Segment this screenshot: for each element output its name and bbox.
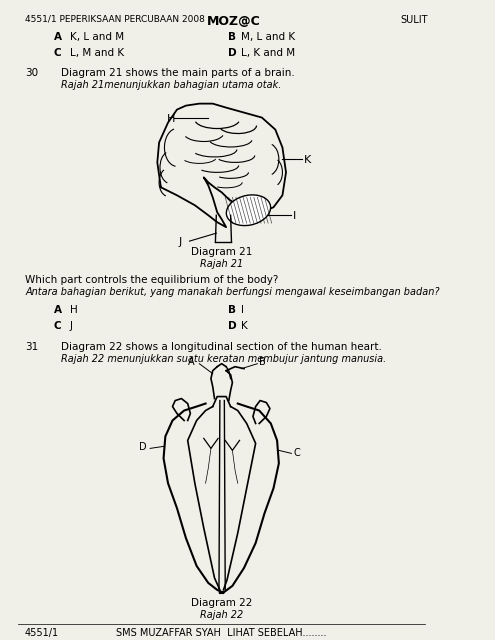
Text: 4551/1 PEPERIKSAAN PERCUBAAN 2008: 4551/1 PEPERIKSAAN PERCUBAAN 2008 bbox=[25, 15, 205, 24]
Text: B: B bbox=[228, 305, 236, 315]
Text: 30: 30 bbox=[25, 68, 38, 77]
Text: L, M and K: L, M and K bbox=[70, 48, 124, 58]
Text: A: A bbox=[53, 305, 61, 315]
Text: A: A bbox=[188, 356, 195, 367]
Text: 31: 31 bbox=[25, 342, 38, 352]
Text: Diagram 21: Diagram 21 bbox=[191, 247, 252, 257]
Text: Diagram 22: Diagram 22 bbox=[191, 598, 252, 608]
Text: C: C bbox=[53, 321, 61, 331]
Text: Rajah 21: Rajah 21 bbox=[200, 259, 243, 269]
Text: H: H bbox=[167, 113, 176, 124]
Text: Rajah 22: Rajah 22 bbox=[200, 610, 243, 620]
Text: K: K bbox=[304, 156, 311, 165]
Text: C: C bbox=[293, 449, 300, 458]
Text: D: D bbox=[139, 442, 146, 452]
Text: Diagram 21 shows the main parts of a brain.: Diagram 21 shows the main parts of a bra… bbox=[61, 68, 295, 77]
Text: K: K bbox=[242, 321, 248, 331]
Text: I: I bbox=[293, 211, 297, 221]
Text: Rajah 21menunjukkan bahagian utama otak.: Rajah 21menunjukkan bahagian utama otak. bbox=[61, 80, 281, 90]
Text: Antara bahagian berikut, yang manakah berfungsi mengawal keseimbangan badan?: Antara bahagian berikut, yang manakah be… bbox=[25, 287, 440, 297]
Text: A: A bbox=[53, 32, 61, 42]
Text: B: B bbox=[228, 32, 236, 42]
Text: Which part controls the equilibrium of the body?: Which part controls the equilibrium of t… bbox=[25, 275, 278, 285]
Text: D: D bbox=[228, 321, 237, 331]
Text: I: I bbox=[242, 305, 245, 315]
Text: K, L and M: K, L and M bbox=[70, 32, 124, 42]
Text: J: J bbox=[179, 237, 182, 247]
Text: MOZ@C: MOZ@C bbox=[207, 15, 261, 28]
Ellipse shape bbox=[226, 195, 271, 225]
Text: SULIT: SULIT bbox=[400, 15, 428, 25]
Text: J: J bbox=[70, 321, 73, 331]
Text: 4551/1: 4551/1 bbox=[25, 628, 59, 637]
Text: H: H bbox=[70, 305, 77, 315]
Text: C: C bbox=[53, 48, 61, 58]
Text: B: B bbox=[259, 356, 266, 367]
Text: M, L and K: M, L and K bbox=[242, 32, 296, 42]
Text: D: D bbox=[228, 48, 237, 58]
Text: SMS MUZAFFAR SYAH  LIHAT SEBELAH........: SMS MUZAFFAR SYAH LIHAT SEBELAH........ bbox=[116, 628, 327, 637]
Text: L, K and M: L, K and M bbox=[242, 48, 296, 58]
Text: Diagram 22 shows a longitudinal section of the human heart.: Diagram 22 shows a longitudinal section … bbox=[61, 342, 382, 352]
Text: Rajah 22 menunjukkan suatu keratan membujur jantung manusia.: Rajah 22 menunjukkan suatu keratan membu… bbox=[61, 354, 386, 364]
